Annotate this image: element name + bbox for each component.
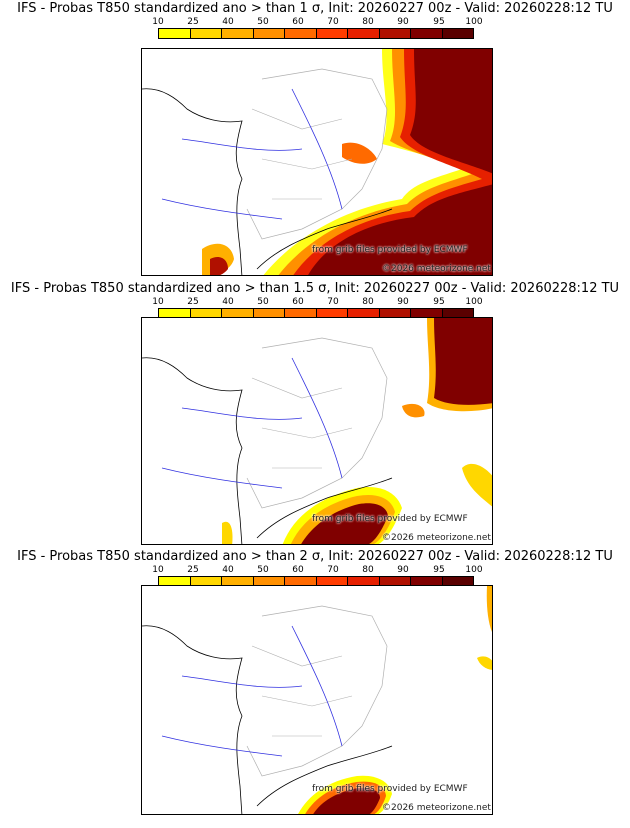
color-scale-segment bbox=[348, 309, 380, 318]
legend-label: 80 bbox=[362, 297, 374, 307]
legend-labels: 10 25 40 50 60 70 80 90 95 100 bbox=[150, 297, 490, 308]
color-scale-segment bbox=[190, 577, 222, 586]
copyright-credit: ©2026 meteorizone.net bbox=[382, 803, 491, 813]
legend-labels: 10 25 40 50 60 70 80 90 95 100 bbox=[150, 565, 490, 576]
legend-label: 25 bbox=[187, 17, 199, 27]
color-scale-segment bbox=[442, 577, 473, 586]
probability-map: from grib files provided by ECMWF ©2026 … bbox=[141, 317, 493, 545]
color-scale-bar bbox=[158, 28, 474, 39]
color-scale-segment bbox=[190, 309, 222, 318]
copyright-credit: ©2026 meteorizone.net bbox=[382, 264, 491, 274]
data-source-credit: from grib files provided by ECMWF bbox=[312, 514, 468, 524]
color-scale-segment bbox=[222, 29, 254, 38]
probability-map: from grib files provided by ECMWF ©2026 … bbox=[141, 48, 493, 276]
panel-title: IFS - Probas T850 standardized ano > tha… bbox=[17, 549, 613, 564]
color-scale-segment bbox=[411, 577, 443, 586]
color-scale-segment bbox=[411, 309, 443, 318]
legend-label: 40 bbox=[222, 297, 234, 307]
legend-labels: 10 25 40 50 60 70 80 90 95 100 bbox=[150, 17, 490, 28]
legend-label: 80 bbox=[362, 17, 374, 27]
legend-label: 40 bbox=[222, 17, 234, 27]
map-graphic bbox=[142, 586, 492, 814]
legend-label: 60 bbox=[292, 565, 304, 575]
legend-label: 80 bbox=[362, 565, 374, 575]
color-scale-segment bbox=[159, 577, 191, 586]
legend-label: 95 bbox=[433, 17, 445, 27]
map-graphic bbox=[142, 318, 492, 544]
legend-label: 50 bbox=[257, 297, 269, 307]
legend-label: 70 bbox=[327, 297, 339, 307]
legend-label: 100 bbox=[465, 565, 483, 575]
legend-label: 95 bbox=[433, 565, 445, 575]
color-scale-segment bbox=[379, 309, 411, 318]
color-scale-segment bbox=[222, 309, 254, 318]
map-panel-1: IFS - Probas T850 standardized ano > tha… bbox=[0, 0, 630, 276]
color-scale-segment bbox=[379, 577, 411, 586]
legend-label: 10 bbox=[152, 297, 164, 307]
map-graphic bbox=[142, 49, 492, 275]
color-scale-segment bbox=[316, 309, 348, 318]
color-scale-segment bbox=[253, 29, 285, 38]
color-scale-segment bbox=[253, 309, 285, 318]
color-scale-segment bbox=[442, 309, 473, 318]
color-scale-segment bbox=[253, 577, 285, 586]
legend-label: 25 bbox=[187, 297, 199, 307]
color-scale-segment bbox=[348, 577, 380, 586]
legend-label: 10 bbox=[152, 17, 164, 27]
legend-label: 70 bbox=[327, 17, 339, 27]
panel-title: IFS - Probas T850 standardized ano > tha… bbox=[10, 281, 620, 296]
legend-label: 40 bbox=[222, 565, 234, 575]
legend-label: 90 bbox=[397, 297, 409, 307]
color-scale-segment bbox=[348, 29, 380, 38]
legend-label: 95 bbox=[433, 297, 445, 307]
legend-label: 50 bbox=[257, 17, 269, 27]
legend-label: 60 bbox=[292, 17, 304, 27]
legend-label: 25 bbox=[187, 565, 199, 575]
legend-label: 70 bbox=[327, 565, 339, 575]
legend-label: 10 bbox=[152, 565, 164, 575]
copyright-credit: ©2026 meteorizone.net bbox=[382, 533, 491, 543]
panel-title: IFS - Probas T850 standardized ano > tha… bbox=[17, 1, 613, 16]
legend-label: 90 bbox=[397, 565, 409, 575]
legend-label: 60 bbox=[292, 297, 304, 307]
map-panel-3: IFS - Probas T850 standardized ano > tha… bbox=[0, 548, 630, 816]
color-scale-segment bbox=[411, 29, 443, 38]
data-source-credit: from grib files provided by ECMWF bbox=[312, 784, 468, 794]
color-scale-segment bbox=[285, 577, 317, 586]
color-scale-segment bbox=[190, 29, 222, 38]
color-scale-segment bbox=[379, 29, 411, 38]
map-panel-2: IFS - Probas T850 standardized ano > tha… bbox=[0, 280, 630, 548]
legend-label: 50 bbox=[257, 565, 269, 575]
color-scale-segment bbox=[222, 577, 254, 586]
legend-label: 100 bbox=[465, 297, 483, 307]
legend-label: 100 bbox=[465, 17, 483, 27]
color-scale-segment bbox=[316, 29, 348, 38]
data-source-credit: from grib files provided by ECMWF bbox=[312, 245, 468, 255]
color-scale-segment bbox=[159, 309, 191, 318]
probability-map: from grib files provided by ECMWF ©2026 … bbox=[141, 585, 493, 815]
color-scale-segment bbox=[159, 29, 191, 38]
color-scale-segment bbox=[285, 29, 317, 38]
color-scale-segment bbox=[285, 309, 317, 318]
color-scale-segment bbox=[316, 577, 348, 586]
color-scale-segment bbox=[442, 29, 473, 38]
legend-label: 90 bbox=[397, 17, 409, 27]
